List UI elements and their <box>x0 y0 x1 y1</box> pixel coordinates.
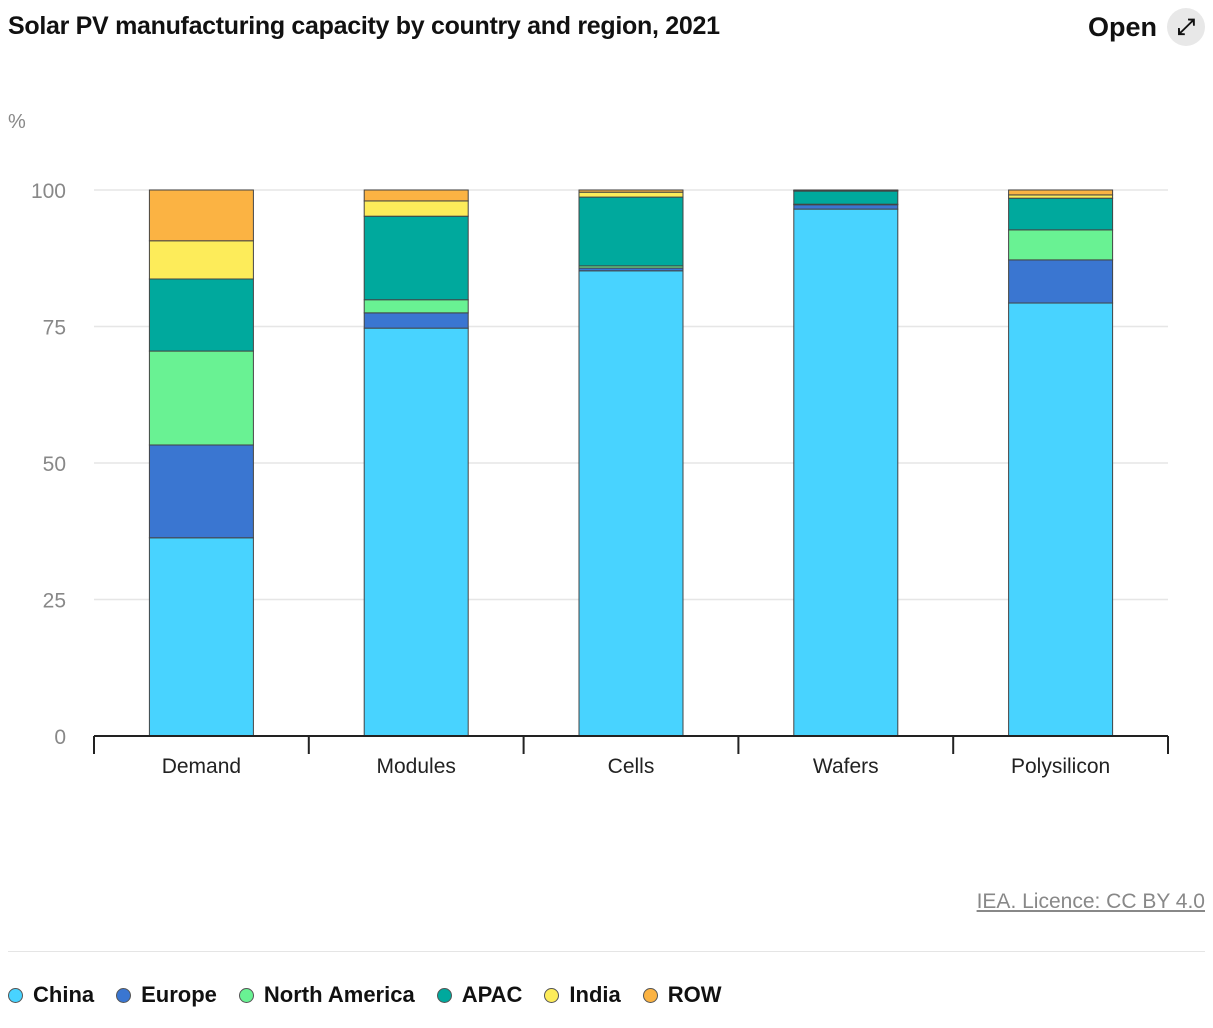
legend: China Europe North America APAC India ROW <box>8 982 722 1008</box>
y-tick-label: 0 <box>54 726 66 749</box>
bar-segment-europe <box>148 444 254 539</box>
bar-segment-north-america <box>1008 229 1114 261</box>
divider <box>8 951 1205 952</box>
x-tick-label: Polysilicon <box>1011 755 1110 778</box>
legend-item-apac[interactable]: APAC <box>436 982 523 1008</box>
bar-segment-apac <box>363 215 469 301</box>
bar-segment-row <box>578 189 684 193</box>
open-button[interactable]: Open ⤢ <box>1088 8 1205 46</box>
bar-segment-china <box>148 537 254 737</box>
legend-dot-icon <box>116 987 132 1003</box>
legend-item-row[interactable]: ROW <box>642 982 722 1008</box>
bar-segment-north-america <box>363 299 469 314</box>
legend-dot-icon <box>8 987 23 1003</box>
bar-segment-europe <box>363 312 469 329</box>
open-label: Open <box>1087 11 1157 42</box>
bar-segment-india <box>148 240 254 280</box>
licence-link[interactable]: IEA. Licence: CC BY 4.0 <box>976 890 1205 913</box>
bar-segment-row <box>793 189 899 192</box>
bar-segment-europe <box>1008 259 1114 304</box>
y-tick-label: 50 <box>43 453 66 476</box>
y-tick-label: 75 <box>43 317 66 340</box>
legend-dot-icon <box>642 987 658 1003</box>
stacked-bar-chart: % 0 25 50 75 100 Demand Modules Cells Wafers Polys… <box>8 111 1169 778</box>
legend-label: APAC <box>461 982 523 1007</box>
legend-dot-icon <box>544 987 560 1003</box>
bar-segment-apac <box>578 196 684 267</box>
legend-item-india[interactable]: India <box>544 982 621 1008</box>
chart-title: Solar PV manufacturing capacity by count… <box>8 12 720 40</box>
bar-segment-row <box>1008 189 1114 196</box>
bar-segment-china <box>793 208 899 737</box>
legend-item-europe[interactable]: Europe <box>116 982 217 1008</box>
y-tick-label: 25 <box>43 590 66 613</box>
legend-label: North America <box>263 982 415 1007</box>
expand-arrows-icon: ⤢ <box>1167 8 1205 46</box>
bar-segment-apac <box>148 278 254 352</box>
legend-item-china[interactable]: China <box>8 982 94 1008</box>
legend-item-north-america[interactable]: North America <box>238 982 415 1008</box>
legend-label: India <box>569 982 621 1007</box>
legend-label: Europe <box>141 982 217 1007</box>
x-tick-label: Wafers <box>813 755 879 778</box>
legend-label: ROW <box>667 982 722 1007</box>
bar-segment-china <box>578 270 684 737</box>
bar-segment-row <box>363 189 469 202</box>
bar-segment-europe <box>793 204 899 210</box>
bar-segment-china <box>363 327 469 737</box>
x-tick-label: Cells <box>608 755 655 778</box>
x-tick-label: Demand <box>162 755 241 778</box>
bar-segment-china <box>1008 302 1114 737</box>
legend-dot-icon <box>238 987 254 1003</box>
bar-segment-row <box>148 189 254 242</box>
legend-dot-icon <box>436 987 452 1003</box>
x-tick-label: Modules <box>377 755 456 778</box>
bar-segment-apac <box>793 190 899 205</box>
bar-segment-north-america <box>148 350 254 446</box>
legend-label: China <box>33 982 95 1007</box>
bar-segment-apac <box>1008 197 1114 231</box>
y-tick-label: 100 <box>31 180 66 203</box>
y-axis-label: % <box>8 111 26 133</box>
bar-segment-india <box>578 191 684 198</box>
bar-segment-india <box>363 200 469 217</box>
